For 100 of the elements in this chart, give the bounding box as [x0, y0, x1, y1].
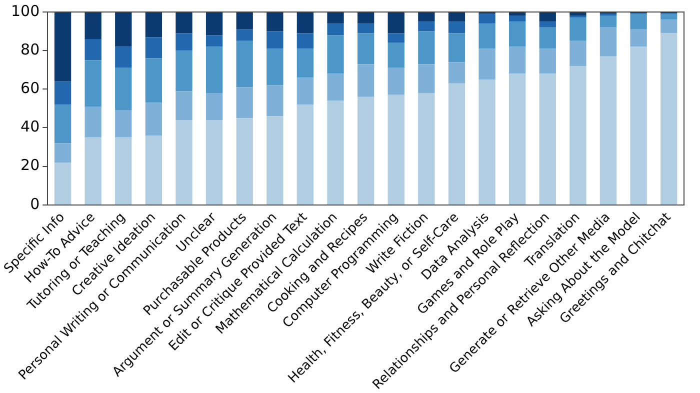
- bar: [54, 162, 72, 204]
- bar: [176, 50, 192, 92]
- bar: [388, 94, 404, 204]
- y-tick-label: 100: [10, 2, 40, 20]
- bar: [539, 12, 556, 22]
- bar: [357, 96, 374, 204]
- y-tick-label: 80: [20, 40, 40, 58]
- bar: [236, 118, 253, 204]
- bar: [327, 100, 344, 204]
- bar: [630, 46, 647, 204]
- bar: [266, 116, 284, 204]
- bar: [539, 74, 556, 204]
- bar: [357, 64, 374, 97]
- bar: [176, 120, 192, 204]
- bar: [327, 12, 344, 24]
- bar: [54, 104, 72, 144]
- bar: [478, 14, 496, 24]
- bar: [266, 85, 284, 116]
- bar: [266, 12, 284, 32]
- bar: [478, 24, 496, 49]
- bar: [84, 39, 102, 60]
- bar: [296, 104, 314, 204]
- bar: [54, 12, 72, 82]
- bar: [115, 46, 132, 68]
- bar: [206, 12, 223, 36]
- bar: [448, 83, 466, 204]
- bar: [509, 74, 526, 204]
- bar: [478, 80, 496, 204]
- bar: [176, 33, 192, 51]
- bar: [660, 33, 678, 204]
- bar: [418, 31, 435, 64]
- bar: [206, 35, 223, 47]
- bar: [388, 12, 404, 34]
- bar: [236, 87, 253, 118]
- bar: [327, 24, 344, 36]
- bar: [448, 62, 466, 84]
- bar: [418, 22, 435, 32]
- bar: [539, 27, 556, 49]
- bar: [357, 24, 374, 34]
- bar: [115, 110, 132, 138]
- bar: [418, 93, 435, 204]
- bar: [600, 56, 617, 204]
- bar: [600, 16, 617, 28]
- bar: [388, 68, 404, 95]
- bar: [418, 64, 435, 94]
- bar: [478, 48, 496, 80]
- bar: [570, 40, 586, 66]
- bar: [448, 33, 466, 62]
- bar: [296, 33, 314, 49]
- bar: [388, 33, 404, 43]
- bar: [509, 22, 526, 47]
- bar: [266, 31, 284, 49]
- bar: [115, 137, 132, 204]
- y-tick-label: 40: [20, 118, 40, 136]
- bar: [145, 58, 162, 103]
- bar: [539, 48, 556, 74]
- bar: [388, 42, 404, 68]
- y-tick-label: 0: [30, 194, 40, 213]
- bar: [448, 22, 466, 34]
- bar: [357, 12, 374, 24]
- bar: [600, 27, 617, 56]
- bar: [176, 12, 192, 34]
- bar: [206, 120, 223, 204]
- bar: [145, 102, 162, 136]
- bar: [115, 12, 132, 47]
- bar: [509, 46, 526, 74]
- bar: [539, 22, 556, 28]
- bar: [296, 78, 314, 105]
- bar: [236, 40, 253, 88]
- y-tick-label: 60: [20, 79, 40, 98]
- bar: [176, 91, 192, 120]
- bar: [145, 37, 162, 58]
- bar: [84, 137, 102, 204]
- bar: [660, 14, 678, 20]
- bar: [296, 48, 314, 78]
- bar: [206, 46, 223, 94]
- bar: [236, 29, 253, 41]
- bar: [266, 48, 284, 86]
- bar: [570, 12, 586, 16]
- bar: [570, 66, 586, 204]
- y-tick-label: 20: [20, 156, 40, 174]
- bar: [327, 35, 344, 74]
- bar: [357, 33, 374, 64]
- bar: [448, 12, 466, 22]
- bar: [115, 68, 132, 110]
- bar: [630, 29, 647, 47]
- bar: [84, 106, 102, 138]
- bar: [145, 12, 162, 38]
- bar: [509, 12, 526, 16]
- bar: [296, 12, 314, 34]
- bar: [54, 143, 72, 162]
- bar: [84, 60, 102, 107]
- bar: [630, 14, 647, 30]
- bar: [660, 20, 678, 34]
- bar: [84, 12, 102, 40]
- bar: [570, 18, 586, 41]
- bar: [145, 135, 162, 204]
- bar: [54, 81, 72, 105]
- bar: [236, 12, 253, 30]
- bar: [327, 74, 344, 101]
